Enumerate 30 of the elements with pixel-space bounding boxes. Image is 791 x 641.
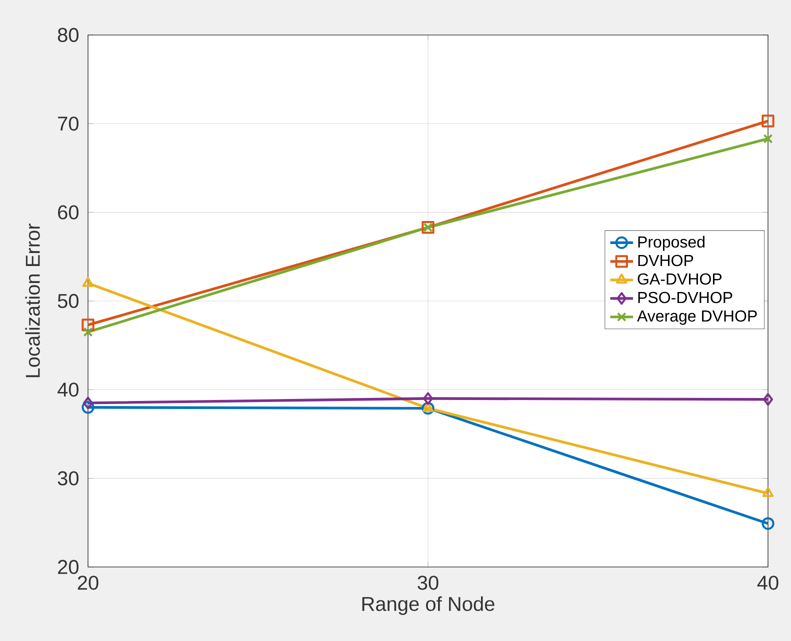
- point: [762, 517, 774, 530]
- x-tick-label: 20: [78, 576, 98, 590]
- y-tick-label: 70: [58, 116, 78, 131]
- point: [423, 392, 434, 405]
- point: [762, 114, 774, 128]
- point: [763, 134, 773, 144]
- x-tick-label: 40: [757, 576, 778, 590]
- legend-label: DVHOP: [638, 254, 694, 266]
- legend-label: PSO-DVHOP: [638, 292, 732, 304]
- y-tick-label: 30: [58, 471, 78, 486]
- point: [83, 396, 94, 410]
- y-tick-label: 20: [58, 560, 78, 574]
- legend-label: Average DVHOP: [637, 310, 757, 325]
- y-tick-label: 40: [58, 382, 78, 397]
- y-axis-title: Localization Error: [25, 224, 40, 378]
- legend-label: GA-DVHOP: [638, 273, 722, 285]
- point: [763, 393, 773, 406]
- y-tick-label: 80: [58, 28, 78, 42]
- point: [82, 276, 94, 287]
- point: [82, 318, 94, 332]
- point: [762, 487, 774, 498]
- x-axis-title: Range of Node: [362, 596, 494, 615]
- point: [422, 402, 434, 412]
- legend-label: Proposed: [638, 236, 704, 251]
- point: [422, 402, 434, 415]
- y-tick-label: 60: [58, 205, 78, 220]
- point: [83, 327, 93, 337]
- x-tick-label: 30: [418, 576, 438, 590]
- y-tick-label: 50: [58, 294, 78, 308]
- point: [82, 401, 94, 414]
